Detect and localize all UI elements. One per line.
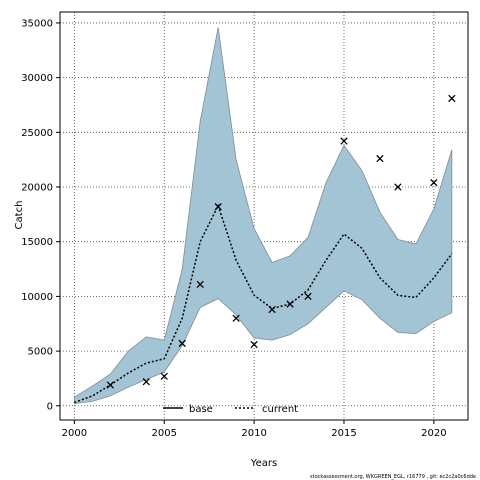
series-line-current: [74, 203, 453, 404]
y-tick-label: 25000: [21, 128, 53, 139]
plot-frame: [59, 11, 469, 421]
y-tick-label: 0: [47, 401, 53, 412]
axis-ticks: 2000 2005 2010 2015 2020 0 5000 10000 15000 20000…: [21, 18, 446, 439]
y-tick-label: 35000: [21, 18, 53, 29]
observation-marker: [268, 305, 276, 314]
x-tick-label: 2010: [241, 428, 266, 439]
observation-marker: [394, 183, 402, 191]
y-tick-label: 20000: [21, 183, 53, 194]
observation-marker: [214, 203, 222, 211]
observation-marker: [142, 378, 150, 386]
x-tick-label: 2000: [62, 428, 87, 439]
observation-marker: [340, 137, 348, 145]
observation-marker: [304, 292, 312, 301]
observation-marker: [448, 94, 456, 103]
y-tick-label: 5000: [28, 347, 53, 358]
observation-marker: [178, 339, 186, 348]
x-axis-label: Years: [250, 458, 277, 469]
observation-marker: [196, 280, 204, 289]
confidence-band: [73, 27, 453, 405]
footer-note: stockassessment.org, WKGREEN_EGL, r16779…: [310, 474, 476, 480]
observation-marker: [286, 300, 294, 308]
x-tick-label: 2015: [331, 428, 356, 439]
observation-marker: [160, 372, 168, 380]
x-tick-label: 2005: [152, 428, 177, 439]
observation-marker: [250, 340, 258, 349]
observation-marker: [430, 178, 438, 187]
y-axis-label: Catch: [14, 201, 25, 230]
observation-marker: [106, 381, 114, 389]
y-tick-label: 10000: [21, 292, 53, 303]
legend-label-current: current: [262, 404, 298, 415]
observation-markers: [106, 94, 456, 389]
x-tick-label: 2020: [421, 428, 446, 439]
observation-marker: [376, 154, 384, 163]
observation-marker: [232, 314, 240, 322]
y-tick-label: 30000: [21, 73, 53, 84]
legend: base current: [163, 404, 298, 415]
y-tick-label: 15000: [21, 237, 53, 248]
legend-label-base: base: [189, 404, 213, 415]
